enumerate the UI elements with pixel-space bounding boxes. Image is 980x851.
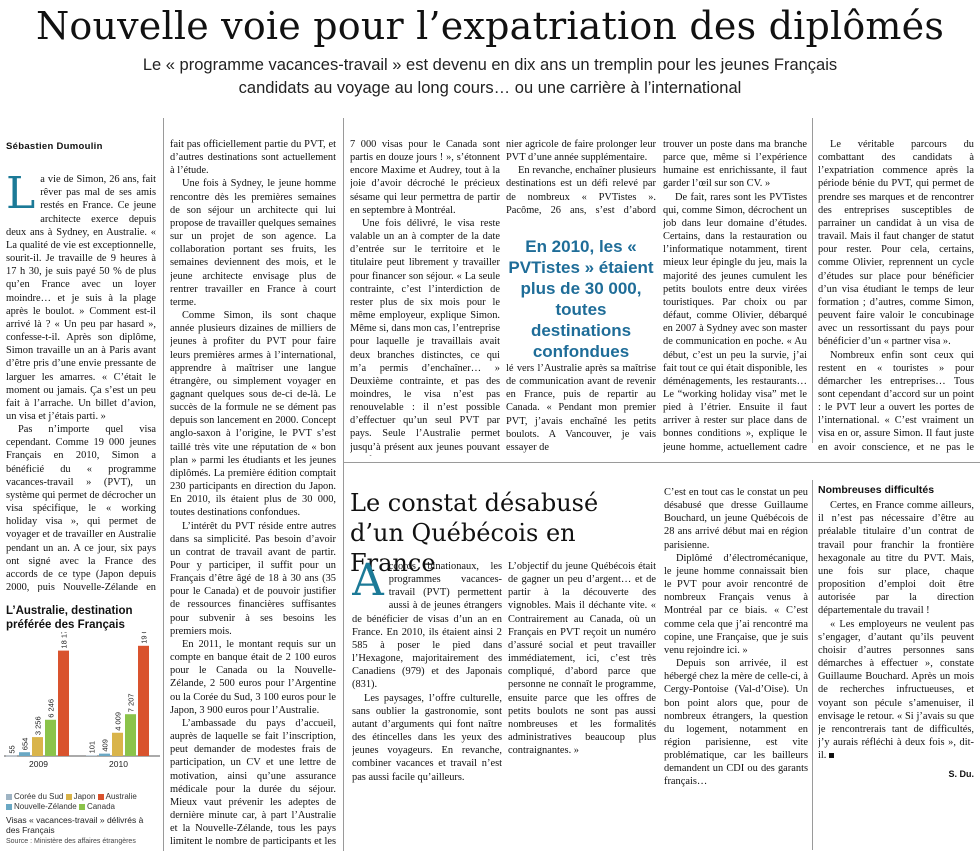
x-tick-label: 2009 (29, 759, 48, 769)
paragraph: ccords binationaux, les programmes vacan… (352, 561, 502, 691)
bar (32, 737, 43, 756)
paragraph: Certes, en France comme ailleurs, il n’e… (818, 500, 974, 617)
sidebar-headline-line-1: Le constat désabusé (350, 489, 599, 517)
paragraph: De fait, rares sont les PVTistes qui, co… (663, 191, 807, 456)
bar (6, 755, 17, 757)
paragraph: L’ambassade du pays d’accueil, auprès de… (170, 717, 336, 850)
chart-caption: Visas « vacances-travail » délivrés à de… (6, 815, 144, 835)
paragraph: En 2011, le montant requis sur un compte… (170, 638, 336, 716)
author-signature: S. Du. (948, 769, 974, 780)
paragraph: L’objectif du jeune Québécois était de g… (508, 561, 656, 757)
column-2: fait pas officiellement partie du PVT, e… (170, 138, 336, 850)
paragraph: fait pas officiellement partie du PVT, e… (170, 139, 336, 177)
drop-cap: A (352, 560, 384, 606)
paragraph: 7 000 visas pour le Canada sont partis e… (350, 139, 500, 216)
bar (125, 714, 136, 756)
chart-title: L’Australie, destination préférée des Fr… (6, 605, 133, 631)
legend-item: Canada (86, 802, 115, 811)
paragraph: Depuis son arrivée, il est hébergé chez … (664, 658, 808, 788)
bar-value-label: 18 172 (60, 632, 69, 649)
sidebar-headline: Le constat désabusé d’un Québécois en Fr… (350, 488, 655, 578)
bar-value-label: 409 (101, 739, 110, 752)
paragraph: a vie de Simon, 26 ans, fait rêver pas m… (6, 174, 156, 422)
drop-cap: L (6, 168, 36, 220)
box-title: Nombreuses difficultés (818, 484, 935, 496)
paragraph: Une fois délivré, le visa reste valable … (350, 217, 500, 456)
bar-value-label: 654 (21, 738, 30, 751)
paragraph: Le véritable parcours du combattant des … (818, 139, 974, 348)
paragraph: En revanche, enchaîner plusieurs destina… (506, 165, 656, 218)
section-rule (344, 462, 980, 463)
bar-value-label: 101 (88, 741, 97, 754)
legend-item: Japon (73, 792, 96, 801)
bar-chart: 55 654 3 256 6 246 18 172 2009 101 409 4 009 7 20… (4, 632, 160, 769)
sidebar-column-2: L’objectif du jeune Québécois était de g… (508, 560, 656, 850)
chart-source: Source : Ministère des affaires étrangèr… (6, 838, 136, 845)
bar-value-label: 55 (8, 745, 17, 753)
bar (86, 755, 97, 757)
legend-item: Nouvelle-Zélande (14, 802, 77, 811)
paragraph: nier agricole de faire prolonger leur PV… (506, 139, 656, 164)
paragraph: Nombreux enfin sont ceux qui restent en … (818, 349, 974, 457)
column-4-top: nier agricole de faire prolonger leur PV… (506, 138, 656, 218)
column-rule (812, 118, 813, 443)
column-5: trouver un poste dans ma branche parce q… (663, 138, 807, 456)
column-4-bottom: lé vers l’Australie après sa maîtrise de… (506, 362, 656, 458)
pull-quote: En 2010, les « PVTistes » étaient plus d… (508, 237, 654, 361)
paragraph: Comme Simon, ils sont chaque année plusi… (170, 310, 336, 519)
legend-item: Australie (105, 792, 137, 801)
column-6: Le véritable parcours du combattant des … (818, 138, 974, 456)
standfirst-line-2: candidats au voyage au long cours… ou un… (238, 79, 742, 97)
paragraph: L’intérêt du PVT réside entre autres dan… (170, 520, 336, 637)
sidebar-column-3: C’est en tout cas le constat un peu désa… (664, 486, 808, 850)
paragraph: trouver un poste dans ma branche parce q… (663, 139, 807, 190)
standfirst: Le « programme vacances-travail » est de… (0, 54, 980, 100)
column-rule (343, 118, 344, 851)
paragraph: C’est en tout cas le constat un peu désa… (664, 487, 808, 551)
bar-value-label: 6 246 (47, 699, 56, 718)
column-rule (812, 480, 813, 850)
column-rule (163, 118, 164, 851)
legend-item: Corée du Sud (14, 792, 64, 801)
bar-value-label: 3 256 (34, 716, 43, 735)
difficulties-box: Nombreuses difficultés Certes, en France… (818, 484, 974, 850)
bar (138, 645, 149, 756)
chart-legend: Corée du Sud Japon Australie Nouvelle-Zé… (6, 792, 162, 812)
column-3: 7 000 visas pour le Canada sont partis e… (350, 138, 500, 456)
bar-value-label: 19 000 (140, 632, 149, 644)
paragraph: Une fois à Sydney, le jeune homme rencon… (170, 178, 336, 308)
standfirst-line-1: Le « programme vacances-travail » est de… (142, 56, 838, 74)
bar (58, 650, 69, 756)
x-tick-label: 2010 (109, 759, 128, 769)
bar-value-label: 7 207 (127, 693, 136, 712)
bar-value-label: 4 009 (114, 712, 123, 731)
bar (112, 732, 123, 756)
bar (45, 719, 56, 756)
bar (99, 753, 110, 756)
headline: Nouvelle voie pour l’expatriation des di… (35, 4, 945, 48)
paragraph: « Les employeurs ne veulent pas s’engage… (818, 618, 974, 762)
byline: Sébastien Dumoulin (6, 141, 103, 152)
sidebar-headline-line-2: d’un Québécois en France (350, 519, 576, 577)
paragraph: Les paysages, l’offre culturelle, sans o… (352, 692, 502, 783)
end-mark (829, 753, 835, 759)
bar (19, 752, 30, 756)
paragraph: lé vers l’Australie après sa maîtrise de… (506, 363, 656, 453)
paragraph: Diplômé d’électromécanique, le jeune hom… (664, 552, 808, 656)
paragraph: Pas n’importe quel visa cependant. Comme… (6, 424, 156, 592)
